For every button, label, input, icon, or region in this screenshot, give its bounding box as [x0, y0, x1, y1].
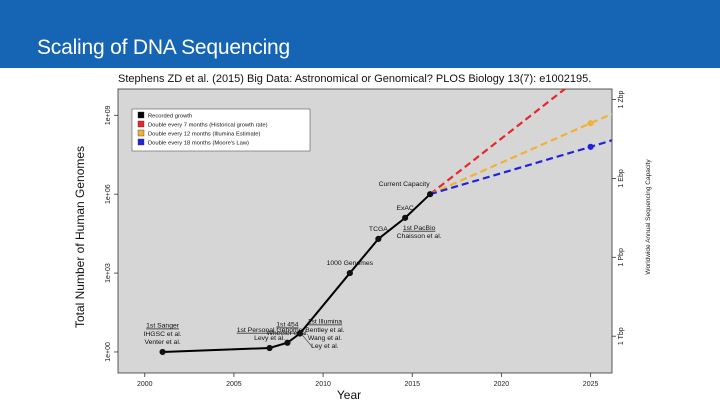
annotation-text: Chaisson et al.: [397, 233, 442, 240]
annotation-text: IHGSC et al.: [144, 331, 182, 338]
data-point: [426, 191, 434, 198]
annotation-text: 1st Sanger: [146, 323, 180, 330]
legend-swatch-1: [137, 120, 145, 128]
legend-label-3: Double every 18 months (Moore's Law): [148, 140, 249, 146]
data-point: [159, 348, 166, 356]
annotation-text: Wang et al.: [308, 335, 342, 342]
annotation-text: Levy et al.: [254, 335, 285, 342]
annotation-text: Ley et al.: [311, 343, 339, 350]
data-point: [346, 269, 353, 277]
y-axis-label: Total Number of Human Genomes: [73, 146, 87, 328]
x-tick-label: 2020: [494, 381, 510, 388]
legend-label-1: Double every 7 months (Historical growth…: [148, 122, 268, 128]
y-tick-label: 1e+00: [105, 342, 112, 362]
annotation-text: Wheeler et al.: [266, 330, 308, 337]
annotation-text: 1st Personal Genome: [237, 327, 303, 334]
x-tick-label: 2015: [404, 381, 420, 388]
annotation-text: Bentley et al.: [305, 327, 344, 334]
data-point: [284, 339, 291, 346]
legend-swatch-3: [137, 138, 145, 146]
y2-axis-label: Worldwide Annual Sequencing Capacity: [645, 159, 652, 275]
x-tick-label: 2005: [226, 381, 242, 388]
x-tick-label: 2000: [137, 381, 153, 388]
y-tick-label: 1e+06: [105, 184, 112, 204]
legend-swatch-0: [137, 111, 145, 119]
legend-swatch-2: [137, 129, 145, 137]
y2-tick-label: 1 Pbp: [618, 248, 625, 266]
projection-point-3: [587, 143, 594, 150]
x-tick-label: 2025: [583, 381, 599, 388]
data-point: [375, 235, 382, 242]
annotation-6: ExAC: [396, 205, 413, 212]
annotation-text: ExAC: [396, 205, 413, 212]
legend: Recorded growth Double every 7 months (Hi…: [131, 108, 311, 152]
annotation-text: 1st PacBio: [403, 225, 436, 232]
y-tick-label: 1e+09: [105, 105, 112, 125]
series-line-1: [429, 89, 567, 196]
data-point: [402, 214, 409, 221]
title-bar: Scaling of DNA Sequencing: [0, 0, 720, 68]
legend-label-2: Double every 12 months (Illumina Estimat…: [148, 131, 261, 137]
y2-tick-label: 1 Tbp: [618, 327, 625, 345]
annotation-4: 1000 Genomes: [327, 260, 374, 267]
annotation-leader: [301, 334, 313, 347]
annotation-8: Current Capacity: [379, 181, 431, 188]
data-point: [266, 344, 273, 352]
y-tick-label: 1e+03: [105, 263, 112, 283]
series-line-2: [429, 112, 612, 196]
y2-tick-label: 1 Ebp: [618, 169, 625, 187]
legend-label-0: Recorded growth: [148, 113, 192, 119]
projection-point-2: [587, 120, 594, 127]
series-group: [159, 89, 612, 356]
citation: Stephens ZD et al. (2015) Big Data: Astr…: [118, 73, 592, 85]
legend-box: [131, 108, 311, 152]
annotation-text: 1000 Genomes: [327, 260, 374, 267]
y2-tick-label: 1 Zbp: [618, 90, 625, 108]
annotation-text: TCGA: [369, 226, 388, 233]
annotation-text: Venter et al.: [144, 339, 180, 346]
slide-title: Scaling of DNA Sequencing: [37, 36, 290, 59]
x-tick-label: 2010: [315, 381, 331, 388]
annotation-text: 1st 454: [276, 322, 299, 329]
x-axis-label: Year: [337, 388, 361, 402]
annotation-text: 1st Illumina: [308, 319, 343, 326]
data-point: [296, 330, 304, 337]
annotation-5: TCGA: [369, 226, 388, 233]
annotation-text: Current Capacity: [379, 181, 431, 188]
